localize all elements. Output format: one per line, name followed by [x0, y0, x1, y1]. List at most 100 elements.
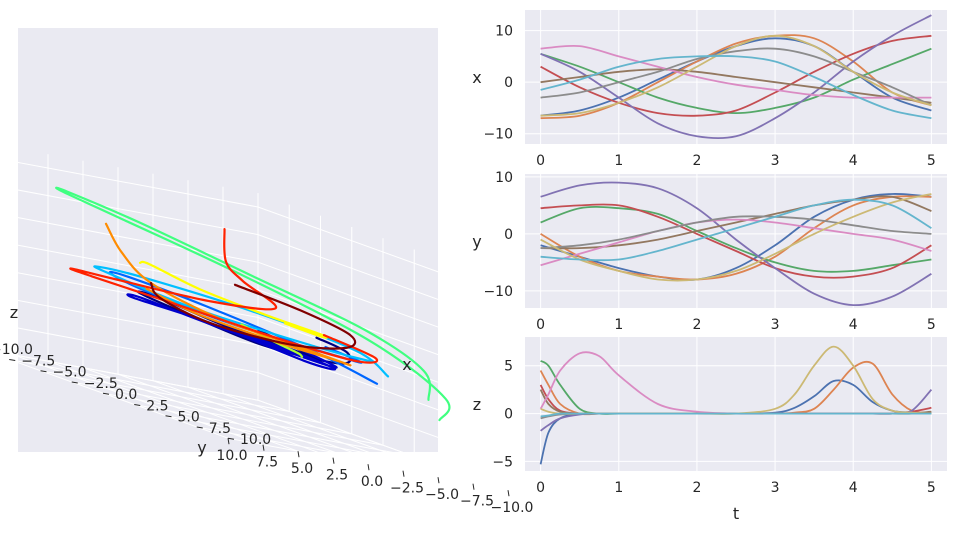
y-tick-mark: [332, 457, 335, 464]
x-tick-label: 2: [692, 480, 701, 496]
series-line-s9: [540, 54, 932, 120]
x-tick-label: 3: [771, 480, 780, 496]
grid-floor-y-line: [117, 373, 369, 465]
grid-floor-y-line: [82, 367, 334, 459]
x-tick-mark: [102, 392, 110, 395]
series-lines: [540, 181, 932, 307]
y-tick-label: −7.5: [460, 494, 494, 510]
series-line-s9: [540, 198, 932, 262]
series-lines: [539, 345, 933, 465]
x-tick-label: −2.5: [84, 376, 118, 392]
x-tick-label: 5.0: [178, 410, 200, 426]
grid-wall-z-line: [0, 324, 259, 374]
y-axis-label: y: [197, 438, 206, 457]
grid-wall-z-line: [0, 241, 259, 291]
x-axis-label: x: [402, 355, 411, 374]
x-tick-mark: [134, 403, 141, 406]
series-line-s8: [540, 193, 932, 282]
y-tick-label: 10: [495, 170, 513, 186]
grid-wall-z-line: [0, 158, 259, 208]
x-tick-label: 1: [614, 317, 623, 333]
timeseries-plot-z: 0 1 2 3 4 5 −5 0 5 z t: [473, 337, 947, 523]
series-lines: [540, 14, 932, 140]
y-tick-label: −5: [492, 454, 513, 470]
y-axis-label: z: [473, 395, 481, 414]
y-tick-mark: [507, 490, 510, 497]
grid-wall-z-line: [0, 186, 259, 236]
x-tick-label: 4: [849, 317, 858, 333]
grid-floor-y-line: [47, 360, 299, 452]
x-tick-label: 0.0: [115, 387, 137, 403]
x-tick-label: 1: [614, 480, 623, 496]
y-tick-label: 0: [504, 227, 513, 243]
y-tick-label: 2.5: [326, 468, 348, 484]
x-tick-label: −7.5: [21, 353, 55, 369]
x-tick-label: 2: [692, 153, 701, 169]
series-line-s0: [540, 193, 932, 281]
grid-wall-z-line: [257, 261, 509, 353]
y-tick-mark: [262, 444, 265, 451]
series-line-s4: [540, 181, 932, 307]
y-axis-label: x: [472, 68, 481, 87]
x-tick-label: −10.0: [0, 342, 33, 358]
y-tick-label: 5.0: [291, 461, 313, 477]
series-line-s2: [540, 47, 932, 115]
trajectory-3d-plot: −10.0−7.5−5.0−2.50.02.55.07.510.0−10.0−7…: [0, 28, 533, 516]
x-tick-label: 3: [771, 317, 780, 333]
z-axis-label: z: [10, 303, 18, 322]
x-tick-label: 10.0: [240, 432, 271, 448]
y-tick-label: 10.0: [216, 448, 247, 464]
x-tick-label: 5: [927, 317, 936, 333]
grid-wall-z-line: [257, 289, 509, 381]
grid-wall-z-line: [257, 399, 509, 491]
x-tick-label: 7.5: [209, 421, 231, 437]
y-tick-label: 0: [504, 407, 513, 423]
x-tick-mark: [227, 437, 235, 440]
x-tick-mark: [40, 370, 47, 373]
y-tick-label: 7.5: [256, 455, 278, 471]
x-tick-label: 5: [927, 480, 936, 496]
x-tick-mark: [165, 415, 172, 418]
x-tick-label: 2: [692, 317, 701, 333]
x-tick-label: 4: [849, 153, 858, 169]
y-tick-label: −10: [483, 127, 513, 143]
series-line-s8: [540, 34, 932, 117]
y-tick-label: −5.0: [425, 487, 459, 503]
series-line-s7: [540, 215, 932, 249]
plot-3d-grid: [0, 147, 509, 491]
y-tick-mark: [367, 464, 370, 471]
y-tick-mark: [227, 438, 230, 445]
x-tick-label: 0: [536, 480, 545, 496]
x-tick-label: 1: [614, 153, 623, 169]
trajectory-9: [69, 228, 379, 364]
x-axis-label: t: [733, 504, 739, 523]
series-line-s5: [540, 68, 932, 104]
grid-wall-z-line: [257, 206, 509, 298]
trajectory-7: [138, 260, 328, 339]
y-tick-mark: [402, 470, 405, 477]
x-tick-label: 2.5: [146, 398, 168, 414]
y-tick-mark: [472, 483, 475, 490]
grid-wall-z-line: [257, 234, 509, 326]
trajectory-10: [149, 281, 357, 350]
series-line-s6: [540, 44, 932, 99]
y-axis-label: y: [472, 232, 481, 251]
series-line-s4: [540, 14, 932, 140]
y-tick-label: 0.0: [361, 474, 383, 490]
trajectory-8: [104, 222, 352, 367]
grid-floor-y-line: [12, 354, 264, 446]
y-tick-label: 10: [495, 24, 513, 40]
series-line-s1: [540, 34, 932, 120]
x-tick-label: 5: [927, 153, 936, 169]
plot-3d-background: [18, 28, 438, 452]
y-tick-mark: [437, 477, 440, 484]
trajectory-5: [55, 186, 451, 422]
timeseries-plot-x: 0 1 2 3 4 5 −10 0 10 x: [472, 10, 947, 169]
grid-floor-y-line: [152, 380, 404, 472]
x-tick-mark: [9, 358, 16, 361]
series-line-s7: [540, 47, 932, 107]
series-line-s6: [540, 218, 932, 267]
grid-wall-z-line: [257, 316, 509, 408]
x-tick-label: 3: [771, 153, 780, 169]
